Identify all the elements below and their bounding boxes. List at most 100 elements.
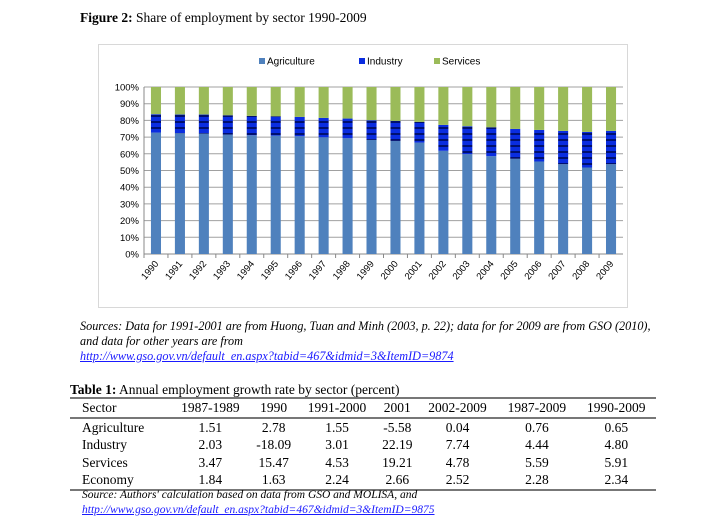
column-header: 1991-2000 [307, 400, 367, 416]
table-cell: -5.58 [383, 419, 412, 435]
bar-industry [414, 121, 425, 143]
bar-agriculture [534, 161, 545, 254]
bar-industry [486, 127, 497, 157]
bar-agriculture [462, 154, 473, 254]
table-title: Table 1: Annual employment growth rate b… [70, 382, 399, 398]
table-row: Services 3.47 15.47 4.53 19.21 4.78 5.59 5.91 [70, 454, 656, 472]
x-tick-label: 1990 [139, 259, 161, 282]
y-tick-label: 10% [120, 233, 140, 244]
legend-swatch-agriculture [259, 58, 265, 64]
y-tick-label: 70% [120, 133, 140, 144]
table-title-text: Annual employment growth rate by sector … [119, 382, 400, 397]
sources-link[interactable]: http://www.gso.gov.vn/default_en.aspx?ta… [80, 349, 454, 363]
column-header: 1987-1989 [181, 400, 240, 416]
bar-industry [510, 128, 521, 159]
bar-services [246, 87, 257, 116]
y-tick-label: 50% [120, 166, 140, 177]
row-label: Economy [82, 472, 134, 488]
table-row: Industry 2.03 -18.09 3.01 22.19 7.74 4.44 4.80 [70, 436, 656, 454]
x-tick-label: 2002 [427, 259, 449, 282]
bar-industry [198, 114, 209, 134]
table-cell: 1.51 [198, 419, 223, 435]
bar-agriculture [342, 138, 353, 254]
table-cell: -18.09 [256, 437, 292, 453]
bar-industry [318, 117, 329, 138]
bar-industry [366, 120, 377, 140]
bar-agriculture [390, 140, 401, 254]
x-tick-label: 2007 [546, 259, 568, 282]
chart-frame: 0% 10% 20% 30% 40% 50% 60% 70% 80% 90% 100% 1990 199… [98, 44, 628, 308]
column-header: Sector [82, 400, 117, 416]
bar-agriculture [486, 156, 497, 254]
bar-agriculture [198, 133, 209, 254]
legend-label-agriculture: Agriculture [267, 57, 315, 68]
bar-industry [174, 114, 185, 134]
column-header: 1990-2009 [587, 400, 646, 416]
x-tick-label: 1997 [307, 259, 329, 282]
bar-services [270, 87, 281, 117]
bar-services [318, 87, 329, 118]
bar-services [294, 87, 305, 117]
y-tick-label: 20% [120, 216, 140, 227]
table-cell: 1.55 [325, 419, 349, 435]
bar-services [414, 87, 425, 122]
table-cell: 7.74 [445, 437, 470, 453]
table-cell: 4.53 [325, 454, 349, 470]
y-tick-label: 40% [120, 183, 140, 194]
bar-agriculture [605, 164, 617, 254]
legend-label-services: Services [442, 57, 480, 68]
bar-services [462, 87, 473, 127]
bar-industry [462, 126, 473, 155]
legend-swatch-industry [359, 58, 365, 64]
table-cell: 15.47 [258, 454, 289, 470]
table-cell: 2.03 [198, 437, 223, 453]
x-tick-label: 2004 [475, 259, 497, 282]
table-source-link[interactable]: http://www.gso.gov.vn/default_en.aspx?ta… [82, 504, 435, 516]
table-cell: 0.65 [604, 419, 629, 435]
bar-industry [534, 129, 545, 162]
table-cell: 22.19 [382, 437, 413, 453]
x-tick-label: 1991 [163, 259, 185, 282]
table-header-row: Sector 1987-1989 1990 1991-2000 2001 200… [70, 398, 656, 418]
bar-services [366, 87, 377, 121]
column-header: 2002-2009 [428, 400, 487, 416]
bar-industry [222, 115, 233, 135]
bar-agriculture [222, 134, 233, 254]
table-cell: 0.76 [525, 419, 549, 435]
x-tick-label: 2006 [522, 259, 544, 282]
bar-services [342, 87, 353, 119]
table-cell: 3.47 [198, 454, 223, 470]
row-label: Agriculture [82, 419, 145, 435]
employment-growth-table: Sector 1987-1989 1990 1991-2000 2001 200… [70, 397, 656, 491]
table-cell: 1.63 [261, 472, 286, 488]
table-source-text: Source: Authors' calculation based on da… [82, 489, 418, 501]
x-tick-label: 1999 [355, 259, 377, 282]
bar-services [174, 87, 185, 115]
bar-industry [150, 114, 162, 133]
bar-services [390, 87, 401, 121]
bar-agriculture [582, 167, 593, 254]
x-tick-label: 2000 [379, 259, 401, 282]
x-tick-label: 2009 [594, 259, 616, 282]
bar-services [150, 87, 162, 115]
x-tick-label: 2001 [403, 259, 425, 282]
x-tick-label: 2003 [451, 259, 473, 282]
figure-sources: Sources: Data for 1991-2001 are from Huo… [80, 319, 670, 364]
y-tick-label: 0% [125, 250, 139, 261]
table-cell: 19.21 [382, 454, 413, 470]
bar-agriculture [558, 164, 569, 254]
bar-industry [342, 118, 353, 139]
y-tick-label: 30% [120, 199, 140, 210]
table-label: Table 1: [70, 382, 117, 397]
x-tick-label: 1998 [331, 259, 353, 282]
table-cell: 4.78 [445, 454, 470, 470]
table-row: Agriculture 1.51 2.78 1.55 -5.58 0.04 0.76 0.65 [70, 418, 656, 437]
table-cell: 2.78 [261, 419, 286, 435]
table-cell: 3.01 [325, 437, 349, 453]
table-cell: 2.28 [525, 472, 549, 488]
x-tick-label: 2008 [570, 259, 592, 282]
legend-swatch-services [434, 58, 440, 64]
column-header: 2001 [383, 400, 411, 416]
y-tick-label: 60% [120, 149, 140, 160]
bar-industry [270, 116, 281, 136]
